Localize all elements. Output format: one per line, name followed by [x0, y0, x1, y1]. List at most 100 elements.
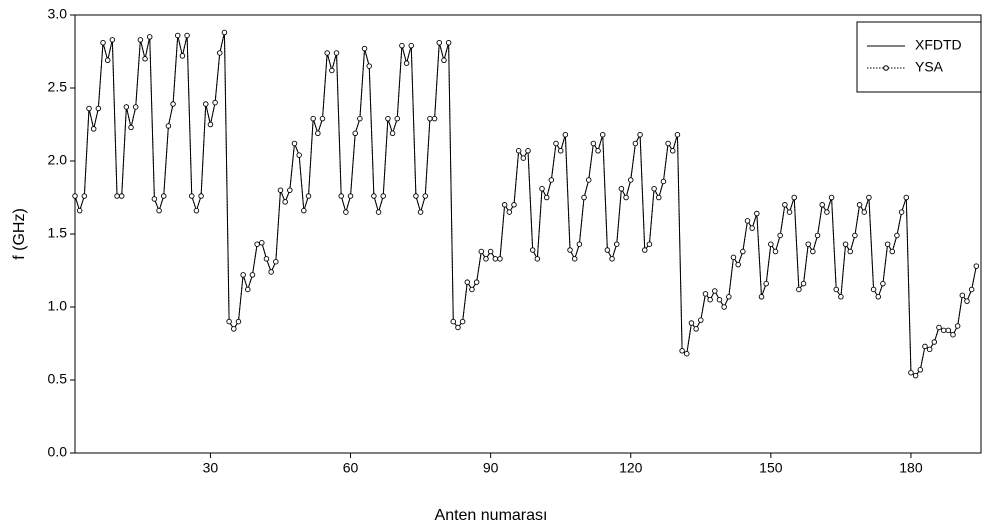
data-point [520, 155, 527, 161]
data-point [693, 326, 699, 332]
data-point [469, 286, 475, 293]
legend-marker [883, 65, 889, 71]
data-point [698, 317, 704, 323]
data-point [240, 272, 246, 278]
data-point [151, 196, 158, 202]
data-point [754, 210, 760, 217]
data-point [422, 193, 429, 199]
x-axis-label: Anten numarası [435, 507, 548, 524]
data-point [824, 209, 830, 215]
data-point [450, 318, 457, 325]
data-point [707, 296, 713, 303]
data-point [380, 193, 386, 199]
data-point [940, 327, 947, 334]
data-point [483, 256, 489, 262]
data-point [128, 124, 134, 131]
data-point [590, 140, 597, 147]
data-point [254, 241, 260, 247]
x-tick-label: 90 [483, 460, 499, 476]
data-point [319, 115, 326, 122]
data-point [884, 241, 891, 247]
data-point [833, 286, 839, 293]
data-point [478, 248, 485, 255]
data-point [361, 45, 368, 52]
data-point [688, 320, 695, 326]
data-point [609, 256, 615, 262]
data-point [880, 280, 886, 287]
plot-frame [74, 14, 982, 454]
data-point [926, 346, 933, 353]
data-point [595, 148, 601, 154]
data-point [749, 225, 755, 231]
data-point [562, 131, 569, 138]
y-tick-label: 2.5 [48, 79, 68, 95]
data-point [529, 247, 536, 253]
data-point [730, 254, 737, 261]
data-point [296, 152, 302, 158]
legend-label: XFDTD [915, 37, 962, 53]
data-point [964, 298, 970, 304]
data-point [810, 248, 816, 255]
data-point [160, 193, 167, 199]
data-point [791, 194, 797, 201]
data-point [76, 207, 83, 214]
data-point [599, 131, 606, 138]
series-line [74, 32, 977, 377]
data-point [371, 193, 377, 199]
data-point [576, 241, 583, 247]
data-point [726, 294, 732, 300]
data-point [287, 187, 293, 193]
data-point [712, 288, 718, 294]
data-point [954, 323, 961, 329]
data-point [90, 126, 97, 132]
data-point [511, 202, 517, 208]
data-point [459, 318, 466, 325]
data-point [585, 177, 592, 183]
data-point [819, 202, 825, 208]
data-point [436, 39, 443, 46]
data-point [427, 115, 433, 122]
data-point [716, 296, 723, 303]
data-point [347, 193, 354, 199]
data-point [338, 193, 344, 199]
data-point [945, 327, 952, 334]
data-point [226, 318, 232, 325]
data-point [273, 258, 279, 265]
data-point [800, 280, 807, 287]
data-point [805, 241, 811, 247]
y-tick-label: 1.5 [48, 225, 68, 241]
data-point [908, 369, 914, 376]
data-point [497, 256, 503, 262]
data-point [646, 241, 653, 247]
data-point [525, 148, 531, 154]
data-point [487, 248, 494, 255]
legend-label: YSA [915, 59, 944, 75]
data-point [263, 256, 270, 262]
data-point [735, 261, 741, 268]
data-point [968, 286, 975, 293]
data-point [189, 193, 195, 199]
data-point [417, 209, 424, 215]
data-point [894, 232, 900, 239]
y-tick-label: 0.5 [48, 371, 68, 387]
data-point [618, 185, 625, 192]
data-point [408, 42, 414, 49]
data-point [604, 247, 611, 253]
data-point [249, 272, 256, 278]
data-point [473, 279, 480, 285]
data-point [852, 232, 858, 239]
data-point [221, 29, 228, 36]
data-point [179, 53, 186, 59]
data-point [72, 193, 78, 199]
data-point [740, 248, 746, 255]
data-point [632, 140, 639, 147]
data-point [352, 130, 358, 137]
data-point [142, 56, 148, 62]
data-point [203, 101, 209, 107]
data-point [842, 241, 849, 247]
data-point [357, 115, 363, 122]
data-point [501, 202, 508, 208]
data-point [959, 292, 966, 299]
data-point [950, 331, 956, 338]
data-point [114, 193, 120, 199]
